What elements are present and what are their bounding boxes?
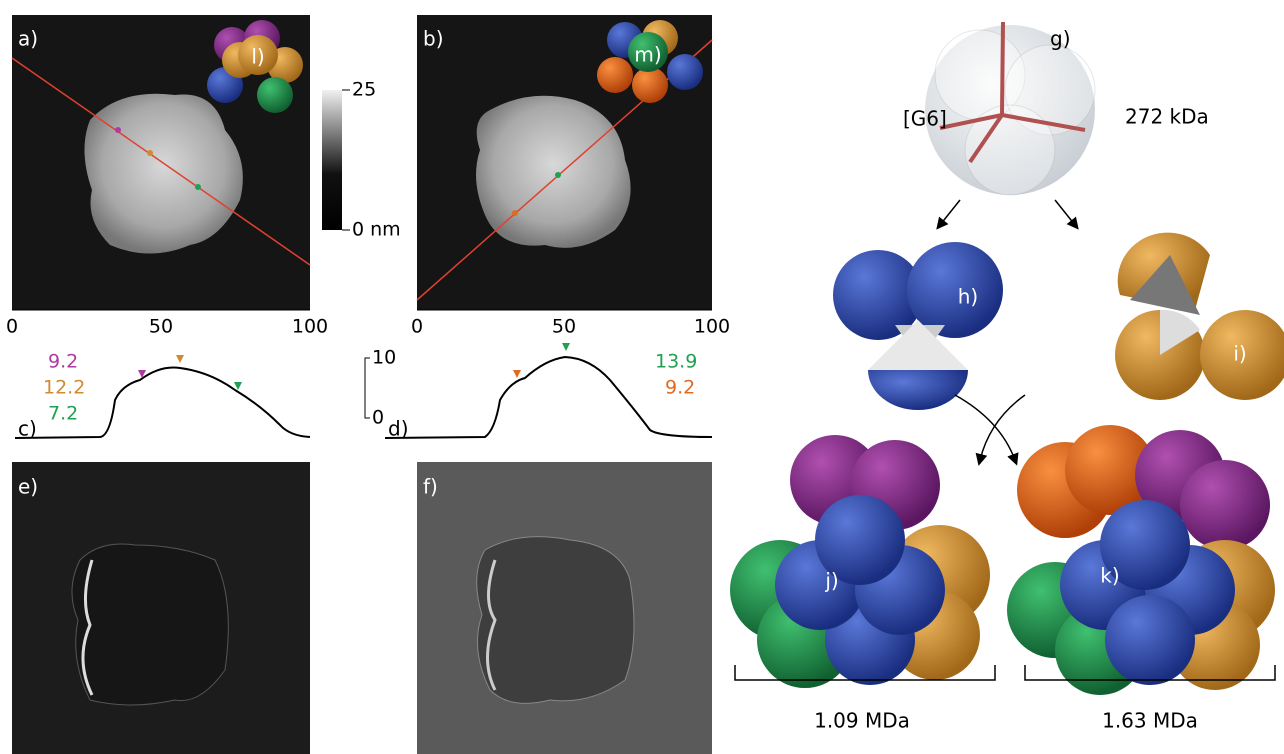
panel-i-path	[980, 395, 1025, 460]
scale-label: 0	[372, 407, 384, 429]
panel-label: k)	[1100, 564, 1119, 588]
panel-k-circle	[1105, 595, 1195, 685]
panel-a-path	[84, 94, 242, 254]
panel-c: 9.2 12.2 7.2 c) 10 0	[15, 347, 396, 441]
figure: a) l) 0 50 100 25 0 nm b) m) 0 50 100 9.…	[0, 0, 1284, 754]
x-tick-label: 50	[552, 316, 576, 338]
panel-label: d)	[388, 417, 409, 441]
x-tick-label: 100	[694, 316, 730, 338]
panel-a-circle	[147, 150, 153, 156]
panel-f: f)	[417, 462, 712, 754]
panel-j: j) 1.09 MDa	[730, 435, 995, 733]
panel-label: i)	[1233, 342, 1246, 366]
panel-g-line	[1055, 200, 1075, 225]
panel-c-path	[176, 355, 184, 363]
panel-h: h)	[833, 242, 1003, 410]
inset-m-circle	[597, 57, 633, 93]
inset-m-circle	[667, 54, 703, 90]
inset-label: m)	[634, 43, 661, 67]
molecule-name: [G6]	[903, 107, 947, 131]
inset-label: l)	[251, 45, 264, 69]
x-tick-label: 50	[149, 316, 173, 338]
molecule-mass: 272 kDa	[1125, 105, 1209, 129]
panel-label: j)	[824, 569, 838, 593]
colorbar-label: 0 nm	[352, 219, 401, 241]
mass-label: 1.09 MDa	[814, 709, 910, 733]
inset-m-circle	[632, 67, 668, 103]
panel-g: g) [G6] 272 kDa	[903, 22, 1209, 225]
height-label: 9.2	[48, 351, 78, 373]
colorbar: 25 0 nm	[322, 79, 401, 241]
panel-k-circle	[1180, 460, 1270, 550]
panel-d-path	[562, 343, 570, 351]
panel-f-path	[477, 537, 634, 704]
height-label: 12.2	[43, 377, 85, 399]
panel-e-path	[72, 544, 228, 705]
panel-a-circle	[115, 127, 121, 133]
panel-i: i)	[955, 233, 1284, 460]
panel-a-circle	[195, 184, 201, 190]
panel-label: f)	[423, 475, 438, 499]
panel-h-path	[868, 370, 968, 410]
panel-b-circle	[512, 210, 518, 216]
x-tick-label: 0	[411, 316, 423, 338]
panel-c-path	[234, 382, 242, 390]
x-tick-label: 100	[292, 316, 328, 338]
x-tick-label: 0	[6, 316, 18, 338]
panel-c-path	[365, 358, 370, 418]
panel-g-line	[940, 200, 960, 225]
height-label: 13.9	[655, 351, 697, 373]
panel-a: a) l) 0 50 100	[6, 15, 328, 338]
inset-l-circle	[257, 77, 293, 113]
panel-label: a)	[18, 27, 38, 51]
panel-label: h)	[958, 285, 978, 309]
colorbar-label: 25	[352, 79, 376, 101]
scale-label: 10	[372, 347, 396, 369]
panel-b: b) m) 0 50 100	[411, 15, 730, 338]
panel-label: b)	[423, 27, 444, 51]
panel-label: c)	[18, 417, 37, 441]
panel-label: e)	[18, 475, 38, 499]
height-label: 7.2	[48, 403, 78, 425]
height-label: 9.2	[665, 377, 695, 399]
panel-d-path	[513, 370, 521, 378]
panel-label: g)	[1050, 27, 1071, 51]
panel-d: 13.9 9.2 d)	[385, 343, 712, 441]
mass-label: 1.63 MDa	[1102, 709, 1198, 733]
panel-e: e)	[12, 462, 310, 754]
colorbar-rect	[322, 90, 342, 230]
panel-k: k) 1.63 MDa	[1007, 425, 1275, 733]
panel-b-circle	[555, 172, 561, 178]
panel-i-path	[955, 395, 1015, 460]
